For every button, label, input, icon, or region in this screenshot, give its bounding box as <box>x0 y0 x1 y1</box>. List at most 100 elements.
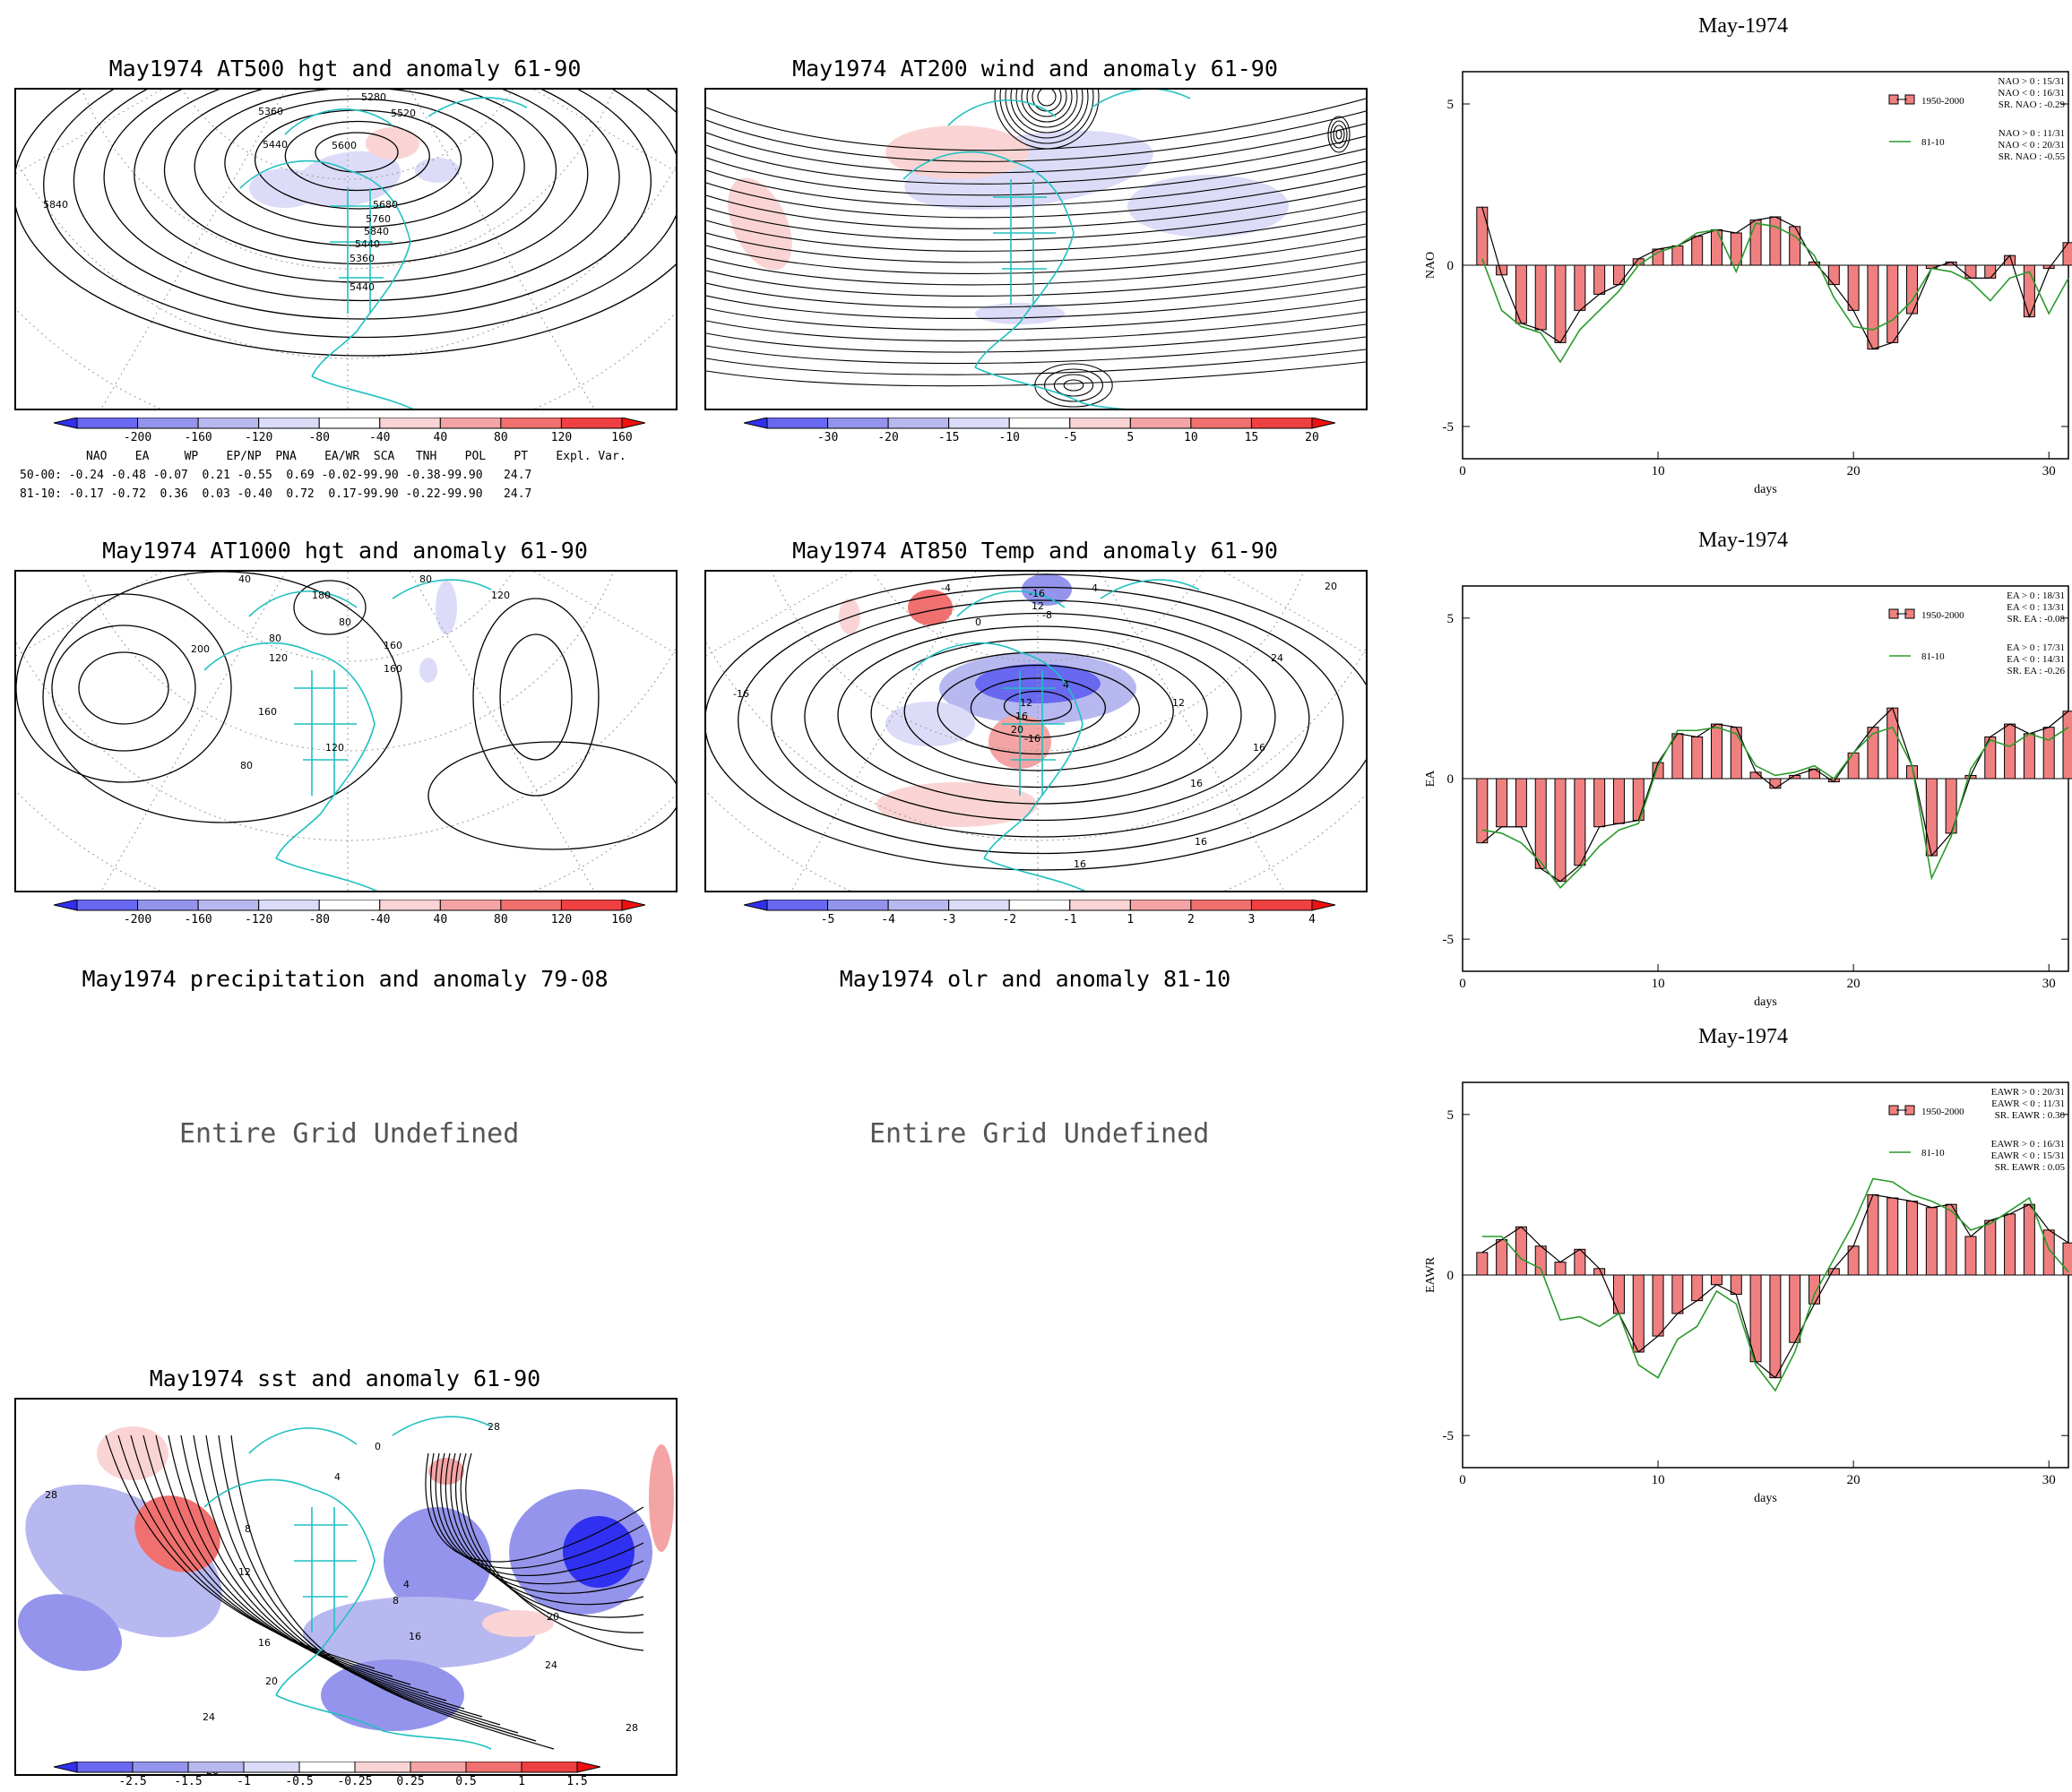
coastline <box>203 579 492 891</box>
colorbar-tick-label: -40 <box>369 431 390 444</box>
legend-stat: SR. NAO : -0.55 <box>1999 151 2066 162</box>
y-tick-label: -5 <box>1443 1429 1455 1443</box>
anomaly-shading <box>17 1594 123 1671</box>
contour-label: 28 <box>45 1489 57 1501</box>
colorbar-box <box>1129 899 1192 911</box>
anomaly-shading <box>563 1516 635 1588</box>
streamline-vortex <box>1330 120 1348 149</box>
ts-chart-eawr: 5 0 -5 0 10 20 30 days EAWR 1950-2000 81-10 EAWR > … <box>1398 1061 2072 1527</box>
colorbar-tick-label: 3 <box>1248 913 1256 926</box>
streamline-vortex <box>994 90 1100 150</box>
contour-line <box>142 1434 429 1693</box>
bar <box>1593 778 1606 828</box>
bar <box>2023 1203 2035 1276</box>
map-title-olr: May1974 olr and anomaly 81-10 <box>839 966 1231 992</box>
lat-lon-grid <box>16 90 676 409</box>
x-axis-label: days <box>1754 1492 1777 1505</box>
bar <box>1906 1201 1919 1276</box>
colorbar-tick-label: 160 <box>611 431 632 444</box>
streamline-vortex <box>1053 374 1094 397</box>
contour-label: 20 <box>547 1611 559 1623</box>
ts-title-eawr: May-1974 <box>1698 1025 1788 1048</box>
bar <box>2004 723 2016 780</box>
colorbar-tick-label: -80 <box>308 431 329 444</box>
longitude-line <box>1222 572 1366 654</box>
colorbar-box <box>76 899 139 911</box>
legend-label: 1950-2000 <box>1921 1107 1964 1117</box>
y-tick-label: -5 <box>1443 420 1455 435</box>
colorbar-arrow <box>1311 899 1336 911</box>
coastline <box>203 1416 492 1750</box>
coastline-segment <box>294 670 357 796</box>
map-title-at500: May1974 AT500 hgt and anomaly 61-90 <box>108 56 582 82</box>
map-panel-at500: 5280 5360 5440 5520 5600 5680 5760 5840 5440 5360… <box>14 88 678 410</box>
anomaly-shading <box>134 1495 220 1572</box>
colorbar-box <box>521 1761 578 1773</box>
streamline-vortex <box>999 90 1094 144</box>
contour-label: 80 <box>419 573 432 585</box>
streamline <box>706 236 1366 274</box>
contour-label: -8 <box>1042 609 1052 621</box>
bar <box>1515 1226 1527 1276</box>
contour-label: 16 <box>1253 742 1265 754</box>
colorbar-box <box>560 417 623 429</box>
colorbar-tick-label: -1 <box>1063 913 1077 926</box>
colorbar-tick-label: -10 <box>998 431 1019 444</box>
contour-label: 24 <box>203 1711 215 1723</box>
contour-line <box>134 90 589 283</box>
streamline-vortex <box>1034 363 1113 408</box>
ts-chart-nao: 5 0 -5 0 10 20 30 days NAO 1950-2000 81-10 NAO > 0 … <box>1398 50 2072 534</box>
bar <box>1730 1274 1742 1295</box>
colorbar-tick-label: -2.5 <box>118 1775 146 1788</box>
contour-label: 120 <box>269 652 288 664</box>
latitude-circle <box>16 641 676 841</box>
bar <box>1515 778 1527 828</box>
colorbar-tick-label: 120 <box>551 913 572 926</box>
colorbar-box <box>318 899 381 911</box>
bar <box>1691 736 1704 780</box>
contour-lines <box>16 572 676 850</box>
colorbar-tick-label: 160 <box>611 913 632 926</box>
legend-stat: SR. EA : -0.08 <box>2007 614 2066 625</box>
contour-line <box>43 90 676 339</box>
contour-line <box>284 120 430 192</box>
bar <box>1906 264 1919 314</box>
streamline-vortex <box>1032 90 1062 112</box>
legend-stat: SR. EAWR : 0.30 <box>1995 1110 2066 1121</box>
contour-line <box>205 1434 519 1734</box>
colorbar-tick-label: -120 <box>245 913 272 926</box>
contour-label: 8 <box>245 1523 251 1535</box>
anomaly-shading <box>975 664 1101 703</box>
contour-label: 5440 <box>263 139 288 151</box>
colorbar-tick-label: 40 <box>434 913 448 926</box>
contour-line <box>168 1434 465 1710</box>
bar <box>1710 228 1722 266</box>
colorbar-box <box>1250 899 1313 911</box>
bar <box>2042 727 2055 780</box>
contour-line <box>16 90 676 357</box>
colorbar-box <box>827 899 889 911</box>
y-tick-label: 5 <box>1447 612 1455 626</box>
contour-line <box>499 633 573 761</box>
streamline <box>706 248 1366 286</box>
streamlines <box>706 90 1366 408</box>
legend-stat: EAWR > 0 : 16/31 <box>1991 1139 2065 1150</box>
y-axis-label: NAO <box>1424 252 1437 279</box>
contour-label: 5760 <box>366 213 391 225</box>
bar <box>1671 733 1684 780</box>
contour-line <box>427 741 676 850</box>
contour-label: -16 <box>1024 733 1040 745</box>
contour-line <box>103 90 620 302</box>
streamline-vortex <box>1327 116 1351 153</box>
legend-stat: EA < 0 : 14/31 <box>2007 654 2065 665</box>
map-title-at850: May1974 AT850 Temp and anomaly 61-90 <box>792 538 1278 564</box>
legend-stat: NAO < 0 : 20/31 <box>1998 140 2065 151</box>
x-tick-label: 10 <box>1652 977 1665 991</box>
contour-line <box>706 573 1366 871</box>
colorbar-box <box>197 899 260 911</box>
legend-stat: EA > 0 : 17/31 <box>2007 642 2065 653</box>
contour-line <box>293 580 367 635</box>
bar <box>1671 1274 1684 1314</box>
bar <box>1652 1274 1664 1337</box>
anomaly-shading <box>303 1597 536 1668</box>
